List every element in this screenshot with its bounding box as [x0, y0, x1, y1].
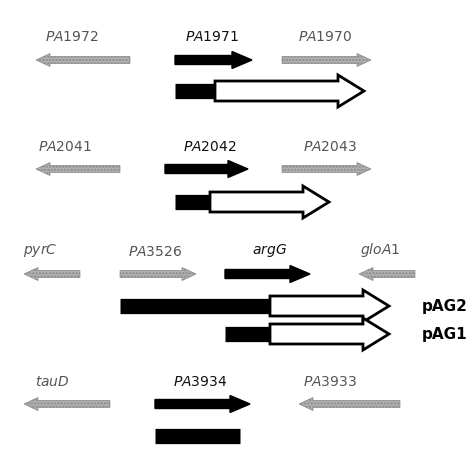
Text: $\it{PA1970}$: $\it{PA1970}$	[298, 30, 352, 44]
Text: $\it{PA3934}$: $\it{PA3934}$	[173, 375, 227, 389]
FancyArrow shape	[36, 163, 120, 175]
Text: pAG1: pAG1	[422, 327, 468, 341]
FancyArrow shape	[24, 267, 80, 281]
FancyArrow shape	[282, 163, 371, 175]
Text: $\it{argG}$: $\it{argG}$	[253, 242, 288, 259]
FancyArrow shape	[299, 398, 400, 410]
Text: $\it{PA2043}$: $\it{PA2043}$	[303, 140, 357, 154]
Text: $\it{tauD}$: $\it{tauD}$	[35, 375, 69, 389]
Text: $\it{PA1971}$: $\it{PA1971}$	[185, 30, 239, 44]
Text: $\it{PA3526}$: $\it{PA3526}$	[128, 245, 182, 259]
Text: $\it{pyrC}$: $\it{pyrC}$	[23, 242, 57, 259]
FancyArrow shape	[210, 186, 329, 218]
Text: $\it{PA2042}$: $\it{PA2042}$	[183, 140, 237, 154]
Text: pAG2: pAG2	[422, 299, 468, 313]
FancyArrow shape	[270, 290, 389, 322]
FancyArrow shape	[175, 52, 252, 69]
Text: $\it{PA1972}$: $\it{PA1972}$	[45, 30, 99, 44]
FancyArrow shape	[359, 267, 415, 281]
Text: $\it{PA2041}$: $\it{PA2041}$	[38, 140, 92, 154]
FancyArrow shape	[155, 395, 250, 412]
FancyArrow shape	[270, 318, 389, 350]
FancyArrow shape	[165, 161, 248, 177]
FancyArrow shape	[225, 265, 310, 283]
FancyArrow shape	[24, 398, 110, 410]
FancyArrow shape	[36, 54, 130, 66]
Text: $\it{PA3933}$: $\it{PA3933}$	[303, 375, 357, 389]
Text: $\it{gloA1}$: $\it{gloA1}$	[360, 241, 400, 259]
FancyArrow shape	[120, 267, 196, 281]
FancyArrow shape	[215, 75, 364, 107]
FancyArrow shape	[282, 54, 371, 66]
